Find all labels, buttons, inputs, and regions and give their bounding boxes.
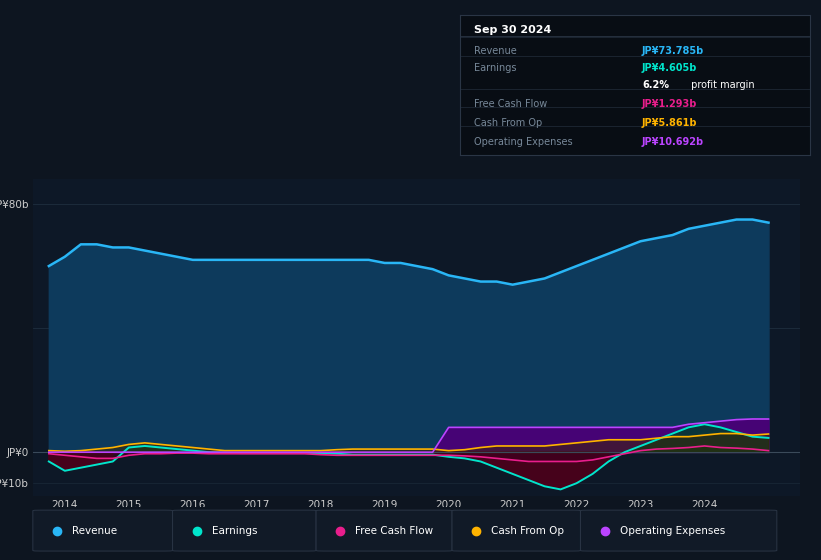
FancyBboxPatch shape (580, 510, 777, 551)
Text: 6.2%: 6.2% (642, 80, 669, 90)
Text: JP¥5.861b: JP¥5.861b (642, 118, 698, 128)
FancyBboxPatch shape (33, 510, 172, 551)
Text: Free Cash Flow: Free Cash Flow (355, 526, 433, 535)
Text: JP¥1.293b: JP¥1.293b (642, 99, 697, 109)
Text: Cash From Op: Cash From Op (491, 526, 564, 535)
Text: Revenue: Revenue (72, 526, 117, 535)
Text: Cash From Op: Cash From Op (474, 118, 542, 128)
Text: JP¥73.785b: JP¥73.785b (642, 46, 704, 56)
Text: JP¥4.605b: JP¥4.605b (642, 63, 697, 73)
Text: Operating Expenses: Operating Expenses (620, 526, 725, 535)
Text: Sep 30 2024: Sep 30 2024 (474, 25, 552, 35)
FancyBboxPatch shape (452, 510, 580, 551)
Text: Revenue: Revenue (474, 46, 516, 56)
Text: JP¥10.692b: JP¥10.692b (642, 137, 704, 147)
FancyBboxPatch shape (172, 510, 316, 551)
Text: Earnings: Earnings (212, 526, 257, 535)
Text: Operating Expenses: Operating Expenses (474, 137, 572, 147)
Text: Free Cash Flow: Free Cash Flow (474, 99, 548, 109)
FancyBboxPatch shape (316, 510, 452, 551)
Text: Earnings: Earnings (474, 63, 516, 73)
Text: profit margin: profit margin (687, 80, 754, 90)
